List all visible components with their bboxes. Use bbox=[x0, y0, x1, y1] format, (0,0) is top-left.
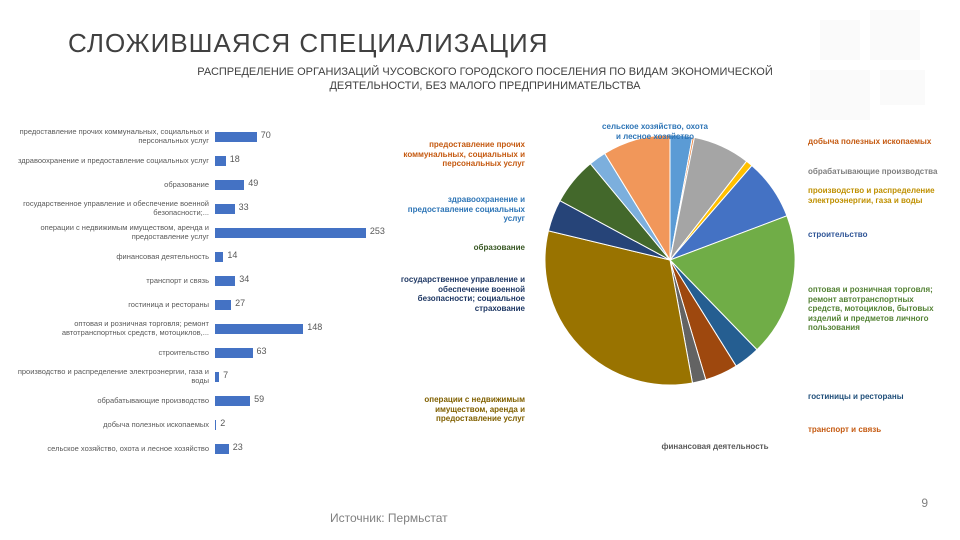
bar-value: 14 bbox=[227, 250, 237, 260]
bar-label: предоставление прочих коммунальных, соци… bbox=[15, 128, 215, 145]
bar-row: образование 49 bbox=[15, 173, 385, 197]
bar-value: 63 bbox=[257, 346, 267, 356]
bar-row: добыча полезных ископаемых 2 bbox=[15, 413, 385, 437]
watermark-decoration bbox=[780, 0, 960, 150]
bar-row: оптовая и розничная торговля; ремонт авт… bbox=[15, 317, 385, 341]
bar-fill bbox=[215, 132, 257, 142]
bar-row: гостиница и рестораны 27 bbox=[15, 293, 385, 317]
pie-label: финансовая деятельность bbox=[640, 442, 790, 452]
bar-fill bbox=[215, 444, 229, 454]
bar-label: транспорт и связь bbox=[15, 277, 215, 286]
bar-label: гостиница и рестораны bbox=[15, 301, 215, 310]
bar-row: производство и распределение электроэнер… bbox=[15, 365, 385, 389]
bar-label: операции с недвижимым имуществом, аренда… bbox=[15, 224, 215, 241]
bar-row: финансовая деятельность 14 bbox=[15, 245, 385, 269]
bar-value: 253 bbox=[370, 226, 385, 236]
bar-fill bbox=[215, 372, 219, 382]
pie-label: сельское хозяйство, охота и лесное хозяй… bbox=[600, 122, 710, 141]
bar-value: 7 bbox=[223, 370, 228, 380]
bar-value: 49 bbox=[248, 178, 258, 188]
bar-row: обрабатывающие производство 59 bbox=[15, 389, 385, 413]
bar-value: 23 bbox=[233, 442, 243, 452]
bar-chart: предоставление прочих коммунальных, соци… bbox=[15, 125, 385, 490]
bar-label: строительство bbox=[15, 349, 215, 358]
pie-chart bbox=[540, 130, 800, 390]
bar-fill bbox=[215, 420, 216, 430]
bar-value: 70 bbox=[261, 130, 271, 140]
bar-value: 33 bbox=[239, 202, 249, 212]
bar-label: государственное управление и обеспечение… bbox=[15, 200, 215, 217]
bar-fill bbox=[215, 156, 226, 166]
bar-value: 59 bbox=[254, 394, 264, 404]
bar-fill bbox=[215, 276, 235, 286]
bar-fill bbox=[215, 252, 223, 262]
bar-row: предоставление прочих коммунальных, соци… bbox=[15, 125, 385, 149]
bar-label: производство и распределение электроэнер… bbox=[15, 368, 215, 385]
bar-label: финансовая деятельность bbox=[15, 253, 215, 262]
bar-value: 34 bbox=[239, 274, 249, 284]
bar-value: 2 bbox=[220, 418, 225, 428]
bar-label: здравоохранение и предоставление социаль… bbox=[15, 157, 215, 166]
pie-label: гостиницы и рестораны bbox=[808, 392, 948, 402]
bar-value: 27 bbox=[235, 298, 245, 308]
bar-fill bbox=[215, 396, 250, 406]
bar-label: добыча полезных ископаемых bbox=[15, 421, 215, 430]
bar-label: сельское хозяйство, охота и лесное хозяй… bbox=[15, 445, 215, 454]
bar-row: строительство 63 bbox=[15, 341, 385, 365]
pie-label: производство и распределение электроэнер… bbox=[808, 186, 948, 205]
pie-label: государственное управление и обеспечение… bbox=[395, 275, 525, 313]
bar-label: обрабатывающие производство bbox=[15, 397, 215, 406]
pie-label: операции с недвижимым имуществом, аренда… bbox=[395, 395, 525, 424]
page-subtitle: РАСПРЕДЕЛЕНИЕ ОРГАНИЗАЦИЙ ЧУСОВСКОГО ГОР… bbox=[195, 65, 775, 94]
pie-label: предоставление прочих коммунальных, соци… bbox=[395, 140, 525, 169]
page-title: СЛОЖИВШАЯСЯ СПЕЦИАЛИЗАЦИЯ bbox=[68, 28, 549, 59]
bar-row: здравоохранение и предоставление социаль… bbox=[15, 149, 385, 173]
bar-fill bbox=[215, 324, 303, 334]
bar-row: государственное управление и обеспечение… bbox=[15, 197, 385, 221]
bar-row: транспорт и связь 34 bbox=[15, 269, 385, 293]
bar-fill bbox=[215, 348, 253, 358]
source-label: Источник: Пермьстат bbox=[330, 511, 448, 525]
bar-value: 18 bbox=[230, 154, 240, 164]
bar-fill bbox=[215, 228, 366, 238]
pie-label: транспорт и связь bbox=[808, 425, 948, 435]
bar-value: 148 bbox=[307, 322, 322, 332]
pie-label: обрабатывающие производства bbox=[808, 167, 948, 177]
bar-label: образование bbox=[15, 181, 215, 190]
bar-fill bbox=[215, 180, 244, 190]
bar-fill bbox=[215, 204, 235, 214]
bar-row: сельское хозяйство, охота и лесное хозяй… bbox=[15, 437, 385, 461]
pie-label: добыча полезных ископаемых bbox=[808, 137, 948, 147]
bar-row: операции с недвижимым имуществом, аренда… bbox=[15, 221, 385, 245]
bar-label: оптовая и розничная торговля; ремонт авт… bbox=[15, 320, 215, 337]
pie-label: здравоохранение и предоставление социаль… bbox=[395, 195, 525, 224]
pie-label: строительство bbox=[808, 230, 948, 240]
pie-label: образование bbox=[435, 243, 525, 253]
page-number: 9 bbox=[921, 496, 928, 510]
pie-label: оптовая и розничная торговля; ремонт авт… bbox=[808, 285, 948, 333]
bar-fill bbox=[215, 300, 231, 310]
